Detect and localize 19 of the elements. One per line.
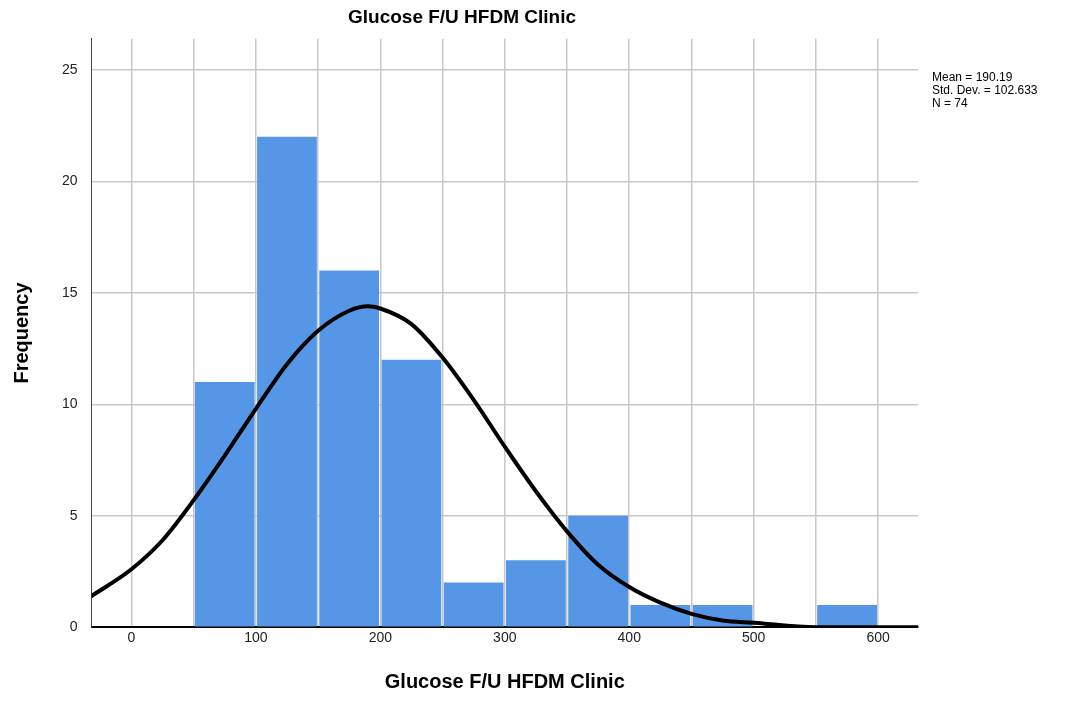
x-tick-label: 100 [244, 629, 268, 646]
y-tick-label: 5 [69, 506, 78, 523]
x-tick-label: 0 [127, 629, 136, 646]
y-tick-label: 20 [61, 172, 78, 189]
text: Mean = 190.19 [932, 70, 1013, 85]
x-tick-label: 200 [368, 629, 393, 646]
x-tick-label: 500 [742, 629, 766, 646]
y-tick-label: 0 [69, 618, 78, 635]
y-tick-label: 25 [61, 60, 78, 77]
x-tick-label: 600 [866, 629, 891, 646]
y-axis-title: Frequency [9, 281, 32, 384]
y-tick-label: 10 [61, 395, 78, 412]
x-axis-title: Glucose F/U HFDM Clinic [384, 669, 625, 692]
x-tick-label: 400 [617, 629, 642, 646]
y-tick-label: 15 [61, 283, 78, 300]
chart-title: Glucose F/U HFDM Clinic [347, 5, 577, 27]
text: N = 74 [932, 96, 969, 111]
text: Std. Dev. = 102.633 [932, 83, 1038, 98]
x-tick-label: 300 [493, 629, 517, 646]
